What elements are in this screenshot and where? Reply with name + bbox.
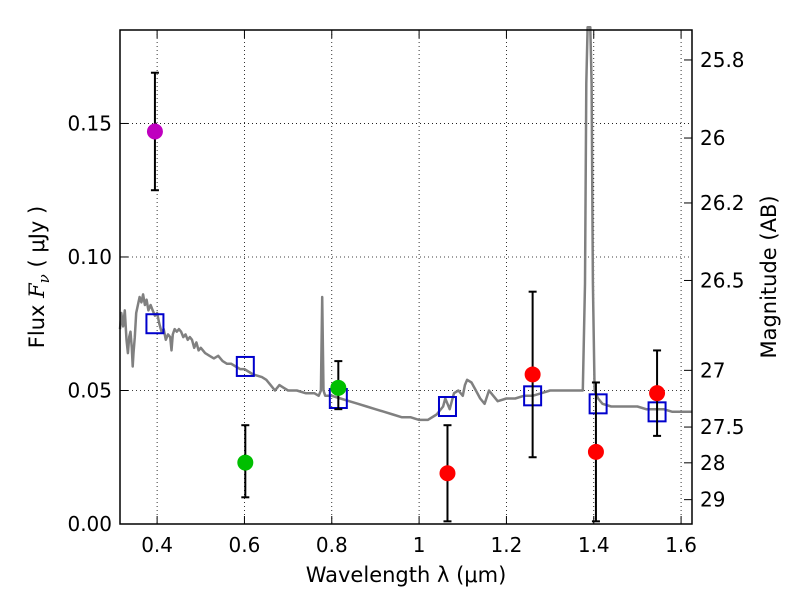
- y-tick-label: 0.15: [67, 111, 112, 135]
- x-tick-label: 1.6: [665, 533, 697, 557]
- model-flux-marker: [588, 393, 608, 415]
- observed-flux-point: [439, 465, 456, 482]
- x-tick-label: 1.4: [578, 533, 610, 557]
- observed-flux-point: [649, 385, 666, 402]
- x-axis-label: Wavelength λ (μm): [306, 563, 507, 587]
- y-tick-label: 0.00: [67, 512, 112, 536]
- model-flux-marker: [145, 313, 165, 335]
- model-flux-marker: [235, 355, 255, 377]
- spectrum-line: [118, 26, 692, 422]
- x-tick-label: 0.6: [229, 533, 261, 557]
- y2-tick-label: 28: [700, 451, 725, 475]
- observed-flux-point: [330, 379, 347, 396]
- y-tick-label: 0.10: [67, 245, 112, 269]
- photometry-layer: [145, 71, 667, 523]
- y-axis-label-prefix: Flux: [25, 298, 49, 348]
- y-tick-label: 0.05: [67, 378, 112, 402]
- observed-flux-point: [237, 454, 254, 471]
- y2-tick-label: 27.5: [700, 415, 745, 439]
- model-flux-marker: [437, 396, 457, 418]
- spectrum-layer: [118, 26, 692, 422]
- y2-tick-label: 29: [700, 488, 725, 512]
- x-tick-label: 0.4: [141, 533, 173, 557]
- x-tick-label: 1.2: [491, 533, 523, 557]
- observed-flux-point: [524, 366, 541, 383]
- y2-tick-label: 27: [700, 358, 725, 382]
- y2-tick-label: 25.8: [700, 48, 745, 72]
- y-axis-label: Flux Fν ( μJy ): [25, 206, 53, 348]
- y2-tick-label: 26: [700, 126, 725, 150]
- y-axis-label-subscript: ν: [35, 274, 53, 283]
- observed-flux-point: [587, 443, 604, 460]
- plot-frame: [119, 29, 693, 525]
- y2-tick-label: 26.2: [700, 191, 745, 215]
- y2-axis-label: Magnitude (AB): [757, 195, 781, 358]
- grid-lines: [120, 30, 692, 525]
- x-tick-label: 1: [413, 533, 426, 557]
- observed-flux-point: [146, 123, 163, 140]
- y2-tick-label: 26.5: [700, 268, 745, 292]
- y-axis-label-symbol: F: [25, 282, 49, 299]
- x-tick-label: 0.8: [316, 533, 348, 557]
- axis-ticks: 0.4 0.6 0.8 1 1.2 1.4 1.6 0.00 0.05 0.10 0.15 25.8 2…: [67, 30, 745, 557]
- y-axis-label-suffix: ( μJy ): [25, 206, 49, 274]
